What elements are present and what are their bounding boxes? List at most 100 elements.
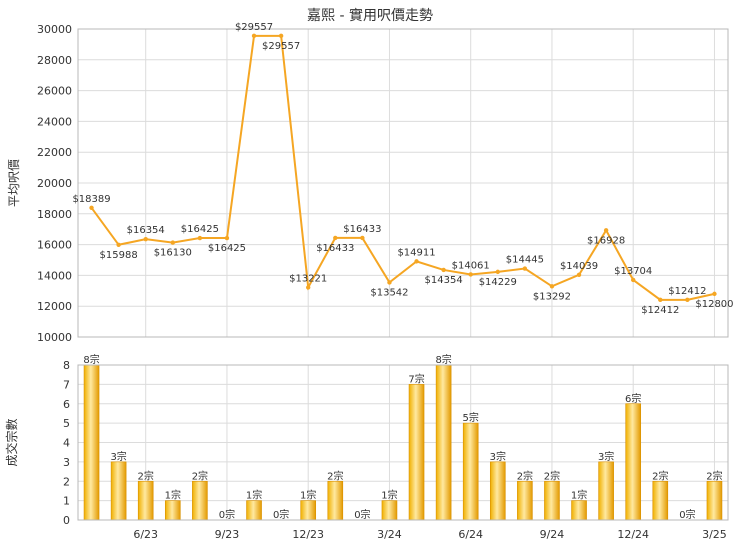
price-data-label: $16354 [127,225,165,236]
price-data-label: $12800 [695,299,733,310]
price-point [116,242,121,247]
price-data-label: $13542 [370,287,408,298]
bar-data-label: 5宗 [463,411,479,424]
x-tick-label: 9/24 [540,528,565,541]
price-point [143,236,148,242]
price-data-label: $29557 [235,22,273,33]
bar-data-label: 1宗 [571,489,587,502]
transaction-bar [625,403,642,521]
transaction-bar [83,364,100,521]
x-tick-label: 12/23 [292,528,324,541]
x-tick-label: 3/25 [702,528,727,541]
price-data-label: $29557 [262,41,300,52]
transaction-bar [489,461,506,521]
price-y-tick-label: 14000 [37,269,72,282]
bar-y-tick-label: 7 [63,378,70,391]
price-data-label: $12412 [668,286,706,297]
price-data-label: $16130 [154,248,192,259]
transaction-bar [652,480,669,521]
bar-data-label: 0宗 [273,508,289,521]
price-y-tick-label: 28000 [37,54,72,67]
bar-y-tick-label: 5 [63,417,70,430]
transaction-bar-panel: 0 1 2 3 4 5 6 7 8 成交宗數 8宗 3宗 2宗 1宗 2宗 0宗 1宗 0宗 1宗 2宗 0宗 1宗 7宗 8… [4,353,729,541]
bar-data-label: 3宗 [598,450,614,463]
transaction-bar [408,384,425,521]
price-point [658,297,663,303]
transaction-bar [381,500,398,521]
bar-data-label: 8宗 [435,353,451,366]
price-point [603,228,609,233]
bar-data-label: 7宗 [408,372,424,385]
price-y-tick-label: 10000 [37,331,72,344]
price-y-tick-label: 12000 [37,300,72,313]
x-tick-label: 6/24 [458,528,483,541]
price-data-label: $13292 [533,291,571,302]
bar-y-tick-label: 6 [63,398,70,411]
price-y-axis-label: 平均呎價 [7,159,21,207]
price-point [387,280,392,285]
bar-data-label: 1宗 [300,489,316,502]
transaction-bar [435,364,452,521]
x-tick-label: 3/24 [377,528,402,541]
price-y-tick-label: 18000 [37,208,72,221]
price-line-panel: 10000 12000 14000 16000 18000 20000 22000 24000… [7,22,734,344]
transaction-bar [462,422,479,521]
price-y-tick-label: 24000 [37,115,72,128]
transaction-bar [598,461,614,521]
price-point [522,266,528,271]
bar-data-label: 8宗 [83,353,99,366]
price-point [468,272,473,277]
bar-data-label: 2宗 [138,469,154,482]
price-y-tick-label: 16000 [37,239,72,252]
transaction-bar [192,480,208,521]
transaction-bar [137,480,154,521]
price-data-label: $18389 [72,194,110,205]
x-tick-label: 6/23 [133,528,158,541]
bar-data-label: 2宗 [652,469,668,482]
bar-data-label: 6宗 [625,392,641,405]
price-plot-border [77,28,729,338]
bar-y-tick-label: 0 [63,514,70,527]
bar-data-label: 3宗 [110,450,126,463]
chart-title: 嘉熙 - 實用呎價走勢 [307,7,433,24]
price-point [170,240,175,245]
bar-y-axis-label: 成交宗數 [4,418,19,466]
price-data-label: $16928 [587,235,625,246]
bar-data-label: 0宗 [679,508,695,521]
bar-y-tick-label: 1 [63,495,70,508]
bar-data-label: 2宗 [517,469,533,482]
price-y-tick-label: 30000 [37,23,72,36]
price-data-label: $14229 [479,277,517,288]
transaction-bar [571,500,587,521]
price-data-label: $15988 [100,250,138,261]
price-point [685,297,690,303]
bar-data-label: 1宗 [246,489,262,502]
bar-data-label: 0宗 [354,508,370,521]
bar-plot-border [77,364,729,521]
price-point [631,277,636,283]
price-point [576,272,582,277]
price-y-tick-label: 22000 [37,146,72,159]
x-tick-label: 12/24 [617,528,649,541]
transaction-bar [544,480,560,521]
price-point [495,269,500,275]
price-point [224,235,230,241]
price-point [89,205,94,211]
bar-y-tick-label: 2 [63,475,70,488]
transaction-bar [517,480,533,521]
transaction-bar [300,500,317,521]
price-y-tick-label: 26000 [37,85,72,98]
bar-y-tick-label: 4 [63,437,70,450]
transaction-bar [246,500,262,521]
transaction-bar [706,480,723,521]
transaction-bar [110,461,127,521]
transaction-bar [164,500,181,521]
price-point [197,235,203,241]
price-data-label: $14445 [506,255,544,266]
transaction-bar [327,480,344,521]
bar-data-label: 2宗 [706,469,722,482]
price-data-label: $16433 [316,243,354,254]
bar-data-label: 3宗 [490,450,506,463]
price-data-label: $16433 [343,224,381,235]
